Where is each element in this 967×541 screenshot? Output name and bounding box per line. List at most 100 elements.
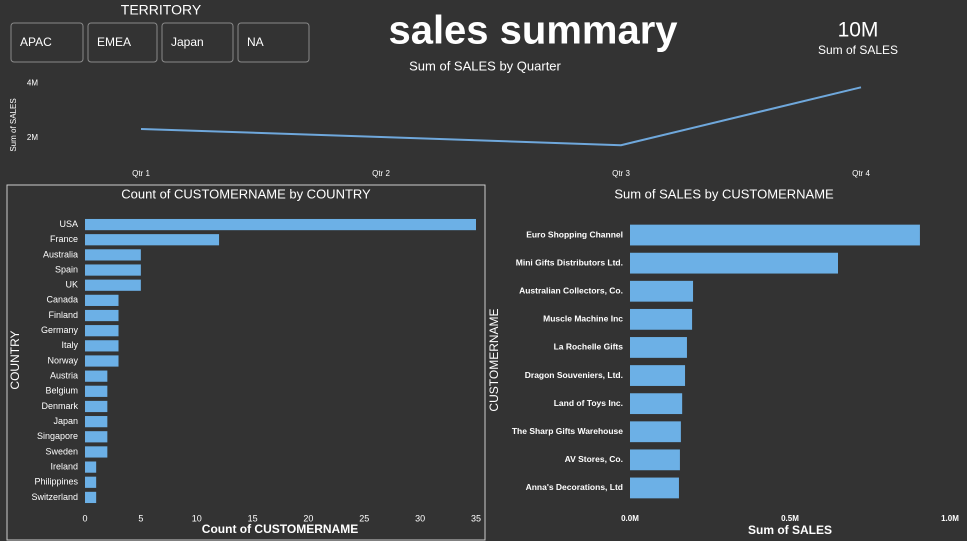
x-tick-label: 25 [359, 513, 369, 523]
bar [85, 431, 108, 443]
slicer-button[interactable]: EMEA [87, 22, 158, 63]
x-tick-label: 0.0M [621, 514, 639, 523]
bar [630, 477, 679, 499]
x-tick-label: Qtr 3 [612, 169, 630, 178]
y-tick-label: Switzerland [31, 492, 78, 502]
y-tick-label: Australian Collectors, Co. [519, 286, 623, 296]
bar [630, 280, 694, 302]
button-frame[interactable] [237, 22, 310, 63]
slicer-title: TERRITORY [121, 2, 202, 18]
y-tick-label: Belgium [45, 386, 78, 396]
y-tick-label: Mini Gifts Distributors Ltd. [516, 257, 623, 267]
bar [85, 476, 97, 488]
y-tick-label: Dragon Souveniers, Ltd. [525, 370, 623, 380]
bar [85, 340, 119, 352]
bar [85, 491, 97, 504]
button-label[interactable]: EMEA [97, 35, 131, 49]
bar [85, 234, 220, 246]
y-tick-label: Ireland [50, 461, 78, 471]
bar [85, 264, 141, 276]
x-tick-label: Qtr 1 [132, 169, 150, 178]
bar [85, 279, 141, 291]
kpi-value: 10M [838, 19, 879, 42]
y-tick-label: AV Stores, Co. [565, 454, 623, 464]
x-tick-label: 10 [192, 513, 202, 523]
y-tick-label: 4M [27, 78, 38, 87]
bar [85, 249, 141, 261]
bar [85, 416, 108, 428]
y-tick-label: Italy [61, 340, 78, 350]
x-tick-label: 0 [82, 513, 87, 523]
x-tick-label: 0.5M [781, 514, 799, 523]
bar [630, 365, 686, 386]
y-tick-label: USA [59, 219, 78, 229]
bar [630, 421, 681, 443]
chart-title: Count of CUSTOMERNAME by COUNTRY [121, 186, 371, 201]
slicer-button[interactable]: NA [237, 22, 310, 63]
bar [630, 337, 687, 358]
x-tick-label: 5 [138, 513, 143, 523]
kpi-label: Sum of SALES [818, 43, 898, 57]
button-label[interactable]: APAC [20, 35, 52, 49]
x-tick-label: 20 [303, 513, 313, 523]
x-tick-label: 30 [415, 513, 425, 523]
x-tick-label: 35 [471, 513, 481, 523]
bar [85, 370, 108, 382]
x-tick-label: Qtr 2 [372, 169, 390, 178]
x-axis-label: Sum of SALES [748, 523, 832, 537]
x-axis-label: Count of CUSTOMERNAME [202, 522, 358, 536]
button-frame[interactable] [87, 22, 158, 63]
line [140, 86, 862, 147]
chart-title: Sum of SALES by CUSTOMERNAME [614, 186, 834, 201]
y-tick-label: The Sharp Gifts Warehouse [512, 426, 623, 436]
bar [630, 449, 680, 471]
slicer-button[interactable]: Japan [161, 22, 234, 63]
x-tick-label: Qtr 4 [852, 169, 870, 178]
y-tick-label: La Rochelle Gifts [554, 342, 624, 352]
bar [85, 294, 119, 306]
y-tick-label: Muscle Machine Inc [543, 314, 623, 324]
y-tick-label: Philippines [34, 477, 78, 487]
y-tick-label: Sweden [45, 446, 78, 456]
y-tick-label: Canada [46, 295, 78, 305]
y-tick-label: Austria [50, 371, 78, 381]
y-tick-label: France [50, 234, 78, 244]
y-tick-label: Spain [55, 264, 78, 274]
y-axis-label: CUSTOMERNAME [487, 308, 501, 411]
chart-title: Sum of SALES by Quarter [409, 58, 561, 73]
bar [85, 325, 119, 337]
bar [630, 308, 693, 330]
y-tick-label: 2M [27, 133, 38, 142]
y-tick-label: Denmark [41, 401, 78, 411]
x-tick-label: 1.0M [941, 514, 959, 523]
slicer-button[interactable]: APAC [10, 22, 84, 63]
bar [85, 309, 119, 322]
bar [85, 355, 119, 367]
y-tick-label: Finland [48, 310, 78, 320]
x-tick-label: 15 [248, 513, 258, 523]
y-tick-label: UK [65, 280, 78, 290]
bar [85, 400, 108, 413]
button-label[interactable]: NA [247, 35, 264, 49]
bar [85, 385, 108, 397]
y-axis-label: COUNTRY [8, 330, 22, 389]
page-title: sales summary [388, 9, 678, 53]
y-tick-label: Singapore [37, 431, 78, 441]
y-tick-label: Australia [43, 249, 78, 259]
button-frame[interactable] [161, 22, 234, 63]
bar [630, 224, 920, 246]
y-axis-label: Sum of SALES [9, 98, 18, 151]
y-tick-label: Anna's Decorations, Ltd [526, 482, 623, 492]
button-label[interactable]: Japan [171, 35, 204, 49]
y-tick-label: Norway [47, 355, 78, 365]
chart-border [6, 184, 486, 541]
y-tick-label: Land of Toys Inc. [554, 398, 623, 408]
bar [85, 446, 108, 458]
bar [630, 252, 838, 274]
y-tick-label: Japan [53, 416, 78, 426]
bar [85, 218, 476, 231]
button-frame[interactable] [10, 22, 84, 63]
y-tick-label: Euro Shopping Channel [526, 229, 623, 239]
